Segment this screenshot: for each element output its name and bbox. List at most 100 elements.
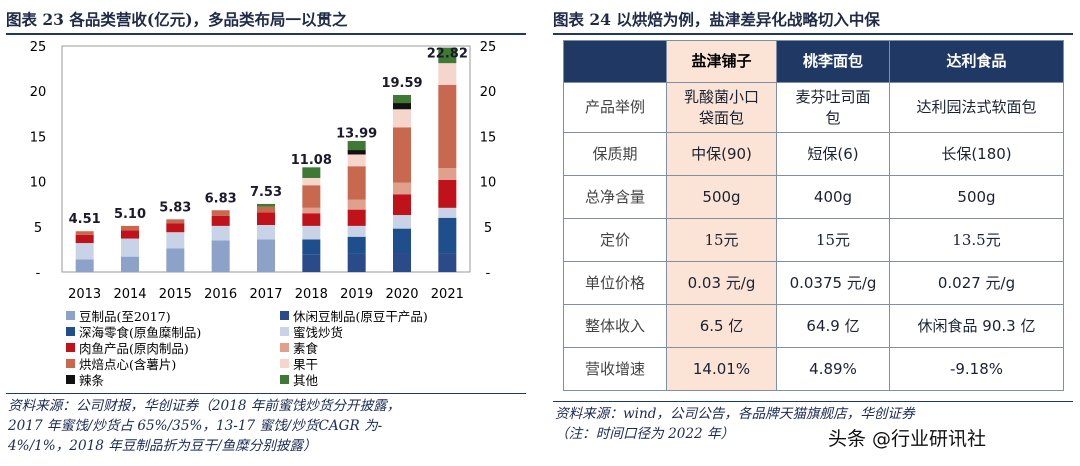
table-cell: 13.5元 — [889, 218, 1064, 262]
table-cell: 中保(90) — [666, 132, 777, 176]
bar-segment — [302, 213, 321, 226]
bar-total-label: 5.10 — [114, 207, 146, 222]
legend-item: 蜜饯炒货 — [280, 322, 343, 341]
bar-segment — [347, 166, 366, 200]
legend-swatch — [280, 327, 289, 336]
right-source-note: 资料来源：wind，公司公告，各品牌天猫旗舰店，华创证券 （注：时间口径为 20… — [555, 404, 995, 444]
bar-segment — [75, 259, 94, 272]
legend-label: 豆制品(至2017) — [79, 309, 171, 324]
right-source-rule — [553, 401, 1073, 402]
legend-item: 其他 — [280, 370, 318, 389]
row-label: 营收增速 — [563, 347, 667, 391]
table-cell: 14.01% — [666, 347, 777, 391]
legend-label: 素食 — [293, 341, 319, 356]
x-tick-label: 2013 — [68, 287, 101, 302]
right-source-line-1: 资料来源：wind，公司公告，各品牌天猫旗舰店，华创证券 — [555, 406, 915, 422]
y-tick-left: - — [36, 266, 41, 281]
bar-segment — [438, 84, 457, 169]
left-source-note: 资料来源：公司财报，华创证券（2018 年前蜜饯炒货分开披露， 2017 年蜜饯… — [8, 396, 528, 456]
bar-segment — [257, 212, 275, 225]
legend-item: 肉鱼产品(原肉制品) — [66, 338, 189, 357]
table-row: 单位价格 0.03 元/g 0.0375 元/g 0.027 元/g — [563, 261, 1064, 305]
legend-label: 辣条 — [79, 373, 105, 388]
table-cell: -9.18% — [889, 347, 1064, 391]
table-row: 保质期 中保(90) 短保(6) 长保(180) — [563, 132, 1064, 176]
bar-segment — [166, 219, 185, 224]
comparison-table: 盐津铺子 桃李面包 达利食品 产品举例 乳酸菌小口袋面包 麦芬吐司面包 达利园法… — [563, 40, 1064, 391]
bar-segment — [347, 154, 366, 167]
y-tick-right: 25 — [480, 40, 497, 55]
bar-total-label: 5.83 — [159, 200, 191, 215]
bar-segment — [347, 253, 366, 272]
x-tick-label: 2021 — [431, 287, 464, 302]
row-label: 定价 — [563, 218, 667, 262]
legend-swatch — [66, 359, 75, 368]
bar-segment — [347, 209, 366, 226]
table-cell: 0.0375 元/g — [776, 261, 890, 305]
right-source-line-2: （注：时间口径为 2022 年） — [555, 426, 735, 442]
bar-segment — [302, 254, 321, 272]
bar-segment — [393, 103, 411, 110]
bar-segment — [257, 239, 275, 272]
bar-segment — [121, 256, 139, 272]
legend-label: 休闲豆制品(原豆干产品) — [293, 309, 428, 324]
bar-total-label: 13.99 — [336, 127, 377, 142]
bar-total-label: 7.53 — [250, 185, 282, 200]
bar-segment — [302, 167, 321, 178]
legend-item: 素食 — [280, 338, 318, 357]
table-cell: 长保(180) — [889, 132, 1064, 176]
x-tick-label: 2018 — [295, 287, 328, 302]
bar-segment — [302, 177, 321, 186]
table-cell: 达利园法式软面包 — [889, 82, 1064, 133]
bar-segment — [393, 94, 411, 104]
table-cell: 4.89% — [776, 347, 890, 391]
y-tick-left: 20 — [30, 85, 47, 100]
bar-segment — [438, 179, 457, 208]
bar-segment — [302, 185, 321, 208]
left-title-rule — [6, 33, 526, 35]
legend-swatch — [280, 359, 289, 368]
legend-label: 烘焙点心(含薯片) — [79, 357, 177, 372]
bar-segment — [75, 243, 94, 260]
x-tick-label: 2019 — [340, 287, 373, 302]
y-tick-left: 15 — [30, 130, 47, 145]
row-label: 产品举例 — [563, 82, 667, 133]
table-header-row: 盐津铺子 桃李面包 达利食品 — [563, 40, 1064, 83]
bar-segment — [347, 225, 366, 237]
bar-segment — [75, 234, 94, 244]
y-tick-left: 5 — [34, 221, 42, 236]
bar-segment — [166, 248, 185, 272]
table-row: 营收增速 14.01% 4.89% -9.18% — [563, 347, 1064, 391]
legend-item: 果干 — [280, 354, 318, 373]
legend-item: 豆制品(至2017) — [66, 306, 171, 325]
bar-segment — [121, 238, 139, 257]
bar-segment — [121, 225, 139, 231]
bar-total-label: 19.59 — [381, 76, 422, 91]
x-tick-label: 2020 — [385, 287, 418, 302]
table-row: 产品举例 乳酸菌小口袋面包 麦芬吐司面包 达利园法式软面包 — [563, 82, 1064, 133]
table-cell: 休闲食品 90.3 亿 — [889, 304, 1064, 348]
left-panel-title: 图表 23 各品类营收(亿元)，多品类布局一以贯之 — [6, 10, 348, 29]
bar-segment — [121, 230, 139, 239]
legend-label: 其他 — [293, 373, 319, 388]
table-cell: 500g — [889, 175, 1064, 219]
table-cell: 乳酸菌小口袋面包 — [666, 82, 777, 133]
bar-segment — [75, 231, 94, 235]
y-tick-right: 5 — [484, 221, 492, 236]
bar-segment — [393, 109, 411, 128]
legend-swatch — [280, 311, 289, 320]
table-cell: 15元 — [776, 218, 890, 262]
left-source-line-2: 2017 年蜜饯/炒货占 65%/35%，13-17 蜜饯/炒货CAGR 为- — [8, 418, 383, 434]
table-row: 总净含量 500g 400g 500g — [563, 175, 1064, 219]
bar-segment — [393, 182, 411, 195]
table-cell: 0.027 元/g — [889, 261, 1064, 305]
bar-segment — [302, 225, 321, 240]
legend-label: 果干 — [293, 357, 319, 372]
table-cell: 0.03 元/g — [666, 261, 777, 305]
legend-swatch — [66, 311, 75, 320]
legend-label: 肉鱼产品(原肉制品) — [79, 341, 189, 356]
row-label: 保质期 — [563, 132, 667, 176]
x-tick-label: 2017 — [249, 287, 282, 302]
bar-segment — [166, 223, 185, 233]
bar-segment — [211, 215, 230, 226]
